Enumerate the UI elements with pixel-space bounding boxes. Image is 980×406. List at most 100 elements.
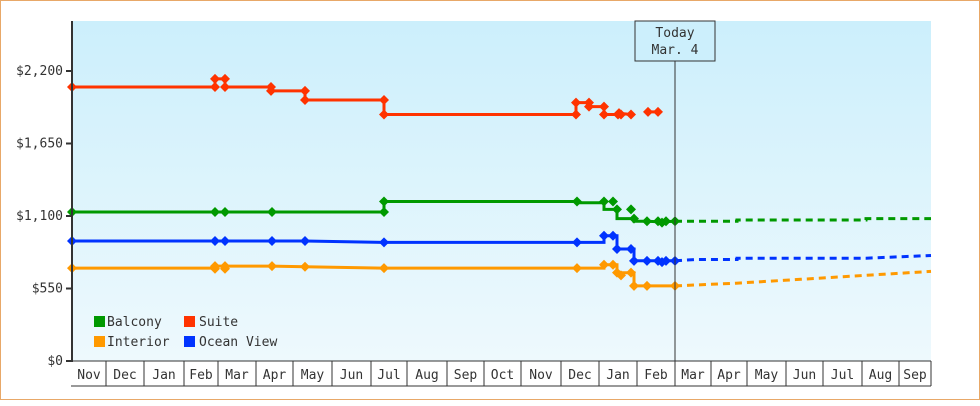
legend-label-suite: Suite (199, 315, 238, 330)
x-month-label: Feb (644, 368, 668, 383)
legend-swatch-interior (94, 336, 105, 347)
x-month-label: Jan (606, 368, 629, 383)
data-point-marker[interactable] (572, 263, 582, 274)
data-point-marker[interactable] (643, 106, 653, 117)
data-point-marker[interactable] (661, 216, 671, 227)
x-month-label: Sep (903, 368, 927, 383)
data-point-marker[interactable] (616, 270, 626, 281)
data-point-marker[interactable] (599, 109, 609, 120)
data-point-marker[interactable] (571, 97, 581, 108)
data-point-marker[interactable] (210, 263, 220, 274)
legend-swatch-suite (184, 316, 195, 327)
forecast-line (674, 269, 932, 288)
data-point-marker[interactable] (300, 95, 310, 105)
x-month-label: Apr (263, 368, 287, 383)
x-month-label: Sep (454, 368, 478, 383)
series-balcony (67, 196, 931, 228)
data-point-marker[interactable] (608, 230, 618, 241)
data-point-marker[interactable] (220, 263, 230, 274)
today-label-box (634, 20, 716, 62)
data-point-marker[interactable] (210, 207, 220, 218)
data-point-marker[interactable] (300, 261, 310, 272)
forecast-line (674, 254, 932, 263)
x-month-label: Feb (189, 368, 213, 383)
data-point-marker[interactable] (616, 109, 626, 120)
x-month-label: May (301, 368, 325, 383)
data-point-marker[interactable] (210, 236, 220, 247)
data-point-marker[interactable] (626, 109, 636, 120)
data-point-marker[interactable] (661, 255, 671, 266)
data-point-marker[interactable] (612, 204, 622, 215)
data-point-marker[interactable] (599, 259, 609, 270)
legend-swatch-ocean-view (184, 336, 195, 347)
x-month-label: Aug (415, 368, 438, 383)
data-point-marker[interactable] (267, 236, 277, 247)
data-point-marker[interactable] (572, 237, 582, 248)
x-month-label: Mar (681, 368, 705, 383)
data-point-marker[interactable] (629, 255, 639, 266)
data-point-marker[interactable] (642, 255, 652, 266)
data-point-marker[interactable] (300, 85, 310, 96)
data-point-marker[interactable] (267, 207, 277, 218)
x-month-label: Nov (529, 368, 553, 383)
data-point-marker[interactable] (626, 204, 636, 215)
data-point-marker[interactable] (629, 280, 639, 291)
x-month-label: Nov (77, 368, 101, 383)
data-point-marker[interactable] (220, 73, 230, 84)
x-month-label: Mar (225, 368, 249, 383)
data-point-marker[interactable] (220, 81, 230, 92)
legend-label-ocean-view: Ocean View (199, 335, 277, 350)
legend-swatch-balcony (94, 316, 105, 327)
y-tick-label: $1,100 (16, 209, 63, 224)
data-point-marker[interactable] (300, 236, 310, 247)
data-point-marker[interactable] (608, 259, 618, 270)
y-tick-label: $2,200 (16, 64, 63, 79)
data-point-marker[interactable] (608, 196, 618, 207)
data-point-marker[interactable] (379, 207, 389, 218)
legend-label-balcony: Balcony (107, 315, 162, 330)
data-point-marker[interactable] (379, 196, 389, 207)
data-point-marker[interactable] (379, 95, 389, 105)
x-month-label: Dec (113, 368, 136, 383)
today-label: Today (655, 26, 694, 41)
y-tick-label: $0 (47, 354, 63, 369)
data-point-marker[interactable] (642, 216, 652, 227)
data-point-marker[interactable] (629, 213, 639, 224)
y-tick-label: $1,650 (16, 137, 63, 152)
data-point-marker[interactable] (572, 196, 582, 207)
series-layer (67, 73, 932, 291)
x-axis: Nov Dec Jan Feb Mar Apr May Jun Jul Aug Sep Oct Nov D… (71, 360, 932, 387)
data-point-marker[interactable] (653, 106, 663, 117)
data-point-marker[interactable] (599, 101, 609, 112)
plot-background (72, 21, 931, 361)
data-point-marker[interactable] (599, 230, 609, 241)
data-point-marker[interactable] (266, 85, 276, 96)
data-point-marker[interactable] (599, 196, 609, 207)
data-point-marker[interactable] (379, 109, 389, 120)
data-point-marker[interactable] (210, 73, 220, 84)
data-point-marker[interactable] (379, 237, 389, 248)
data-point-marker[interactable] (267, 261, 277, 272)
y-tick-label: $550 (32, 282, 63, 297)
series-ocean-view (67, 230, 932, 268)
data-point-marker[interactable] (379, 263, 389, 274)
data-point-marker[interactable] (626, 267, 636, 278)
series-interior (67, 259, 932, 291)
data-point-marker[interactable] (571, 109, 581, 120)
x-month-label: Dec (568, 368, 591, 383)
data-point-marker[interactable] (584, 101, 594, 112)
legend: Balcony Suite Interior Ocean View (94, 315, 277, 350)
legend-label-interior: Interior (107, 335, 170, 350)
x-month-label: Aug (869, 368, 892, 383)
x-month-label: Jul (831, 368, 854, 383)
data-point-marker[interactable] (220, 236, 230, 247)
data-point-marker[interactable] (642, 280, 652, 291)
data-point-marker[interactable] (612, 243, 622, 254)
x-month-label: Jul (377, 368, 400, 383)
data-point-marker[interactable] (626, 243, 636, 254)
data-point-marker[interactable] (210, 81, 220, 92)
data-point-marker[interactable] (220, 207, 230, 218)
x-month-label: Oct (491, 368, 514, 383)
x-month-label: Apr (717, 368, 741, 383)
